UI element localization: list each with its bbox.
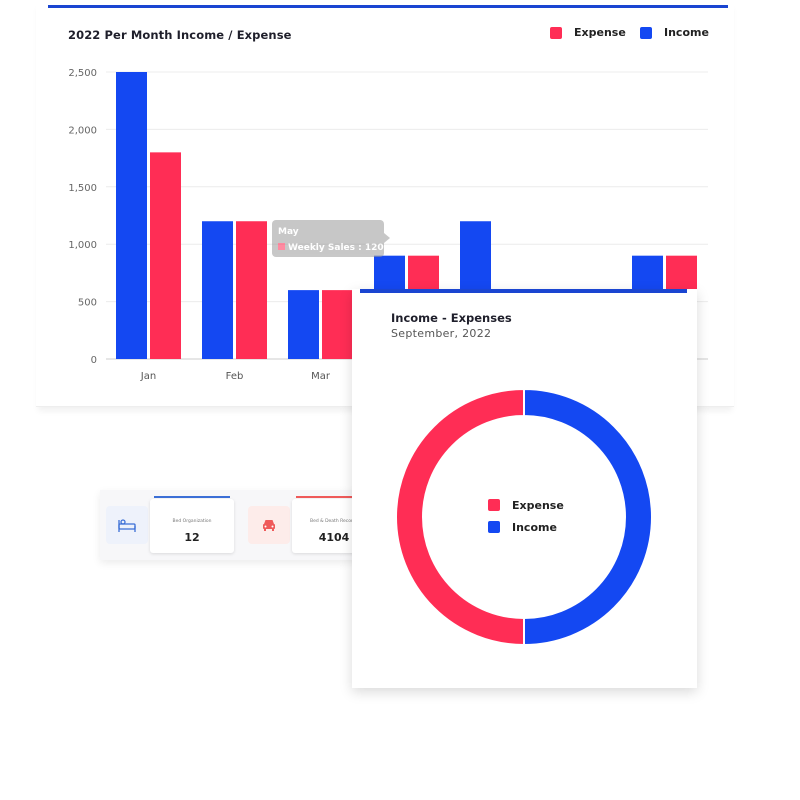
tooltip-arrow [384,233,390,243]
bar-card-accent-line [48,5,728,8]
donut-legend-expense-label: Expense [512,498,564,512]
y-tick-label: 2,000 [68,125,97,136]
income-swatch [488,521,500,533]
y-tick-label: 1,500 [68,183,97,194]
donut-legend: Expense Income [488,494,564,538]
donut-legend-expense[interactable]: Expense [488,494,564,516]
stat-label: Bed Organization [172,519,212,524]
donut-slice-income[interactable] [523,387,653,647]
donut-chart-subtitle: September, 2022 [391,327,492,340]
donut-legend-income[interactable]: Income [488,516,564,538]
car-icon [263,520,275,531]
bed-icon-box [106,506,148,544]
y-tick-label: 500 [78,298,97,309]
tooltip-swatch [278,243,285,250]
stats-widget: Bed Organization 12 Bed & Death Records … [100,490,386,560]
bar-income [202,221,233,359]
car-icon-box [248,506,290,544]
bar-legend-income[interactable]: Income [640,26,709,39]
tooltip-box [272,220,384,257]
expense-swatch [488,499,500,511]
y-tick-label: 2,500 [68,68,97,79]
stat-value: 4104 [318,531,350,544]
chart-tooltip: May Weekly Sales : 120 [272,220,390,257]
tooltip-label: Weekly Sales : 120 [288,243,384,253]
bar-chart-title: 2022 Per Month Income / Expense [68,28,292,42]
donut-card-accent-line [360,289,687,293]
donut-legend-income-label: Income [512,520,557,534]
bar-expense [322,290,353,359]
y-tick-label: 0 [91,355,97,366]
donut-chart-title: Income - Expenses [391,311,512,325]
expense-swatch [550,26,562,39]
bar-chart-plot: 0 500 1,000 1,500 2,000 2,500 Jan Feb Mar May Week… [68,68,708,382]
bar-legend-expense[interactable]: Expense [550,26,626,39]
bar-income [288,290,319,359]
legend-income-label: Income [664,26,709,39]
stat-label: Bed & Death Records [309,519,358,524]
bar-expense [150,152,181,359]
legend-expense-label: Expense [574,26,626,39]
tooltip-title: May [278,227,299,237]
donut-slice-expense[interactable] [395,387,525,647]
donut-chart-card: Income - Expenses September, 2022 Expens… [352,289,697,688]
bar-expense [236,221,267,359]
stat-accent-line [154,496,230,498]
stat-accent-line [296,496,372,498]
x-tick-label: Jan [140,371,156,382]
stat-value: 12 [184,531,200,544]
x-tick-label: Mar [311,371,331,382]
bar-income [116,72,147,359]
donut-chart-plot [395,387,653,647]
y-tick-label: 1,000 [68,240,97,251]
income-swatch [640,26,652,39]
x-tick-label: Feb [226,371,244,382]
stat-bed-organization[interactable]: Bed Organization 12 [150,496,234,553]
bed-icon [118,519,136,532]
